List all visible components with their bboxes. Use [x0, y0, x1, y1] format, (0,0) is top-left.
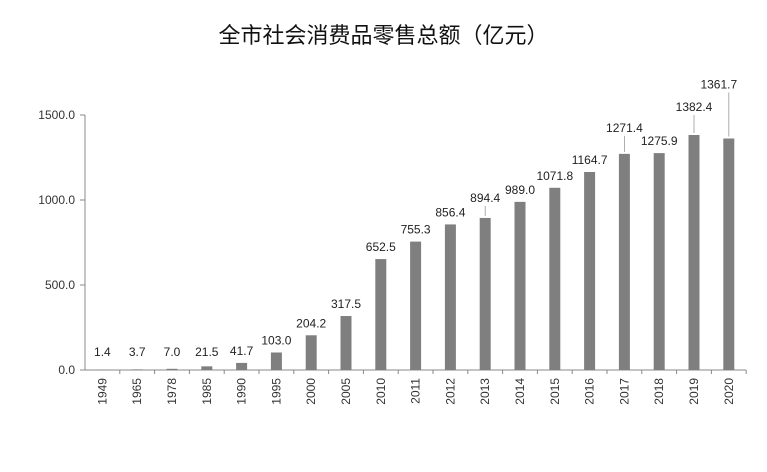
data-label: 989.0: [505, 183, 535, 197]
x-tick-label: 1995: [269, 378, 283, 405]
data-label: 3.7: [129, 345, 146, 359]
data-label: 1275.9: [641, 134, 678, 148]
bar: [549, 187, 561, 370]
data-label: 755.3: [401, 223, 431, 237]
bar: [166, 368, 178, 370]
x-tick-label: 2015: [548, 378, 562, 405]
x-tick-label: 2005: [339, 378, 353, 405]
x-tick-label: 2019: [687, 378, 701, 405]
x-tick-label: 2018: [652, 378, 666, 405]
bar: [723, 138, 735, 370]
x-tick-label: 1990: [235, 378, 249, 405]
data-label: 652.5: [366, 240, 396, 254]
data-label: 1271.4: [606, 121, 643, 135]
y-tick-label: 500.0: [45, 278, 75, 292]
x-tick-label: 2014: [513, 378, 527, 405]
bar: [340, 316, 352, 370]
bar: [375, 259, 387, 370]
x-tick-label: 2000: [304, 378, 318, 405]
data-label: 317.5: [331, 297, 361, 311]
data-label: 204.2: [296, 316, 326, 330]
data-label: 1382.4: [676, 100, 713, 114]
data-label: 1361.7: [700, 78, 737, 92]
bar: [514, 201, 526, 370]
data-label: 1.4: [94, 345, 111, 359]
bar: [201, 366, 213, 370]
data-label: 41.7: [230, 344, 254, 358]
data-label: 103.0: [261, 333, 291, 347]
bar: [688, 134, 700, 370]
x-tick-label: 2012: [443, 378, 457, 405]
data-label: 21.5: [195, 345, 219, 359]
data-label: 7.0: [164, 345, 181, 359]
bar: [270, 352, 282, 370]
bar: [410, 241, 422, 370]
bar: [236, 362, 248, 370]
x-tick-label: 2016: [583, 378, 597, 405]
data-label: 1071.8: [536, 169, 573, 183]
x-tick-label: 2017: [617, 378, 631, 405]
bar: [305, 335, 317, 370]
bar: [479, 217, 491, 370]
y-tick-label: 1000.0: [38, 193, 75, 207]
x-tick-label: 1949: [95, 378, 109, 405]
data-label: 856.4: [435, 205, 465, 219]
bar: [653, 153, 665, 370]
data-label: 1164.7: [572, 153, 608, 167]
x-tick-label: 2011: [409, 378, 423, 404]
data-label: 894.4: [470, 191, 500, 205]
bar: [618, 153, 630, 370]
bar: [444, 224, 456, 370]
x-tick-label: 1965: [130, 378, 144, 405]
x-tick-label: 1978: [165, 378, 179, 405]
x-tick-label: 2010: [374, 378, 388, 405]
bar: [584, 172, 596, 370]
x-tick-label: 1985: [200, 378, 214, 405]
y-tick-label: 0.0: [58, 363, 75, 377]
chart-title: 全市社会消费品零售总额（亿元）: [218, 24, 549, 49]
y-tick-label: 1500.0: [38, 108, 75, 122]
x-tick-label: 2013: [478, 378, 492, 405]
bar: [131, 369, 143, 370]
x-tick-label: 2020: [722, 378, 736, 405]
